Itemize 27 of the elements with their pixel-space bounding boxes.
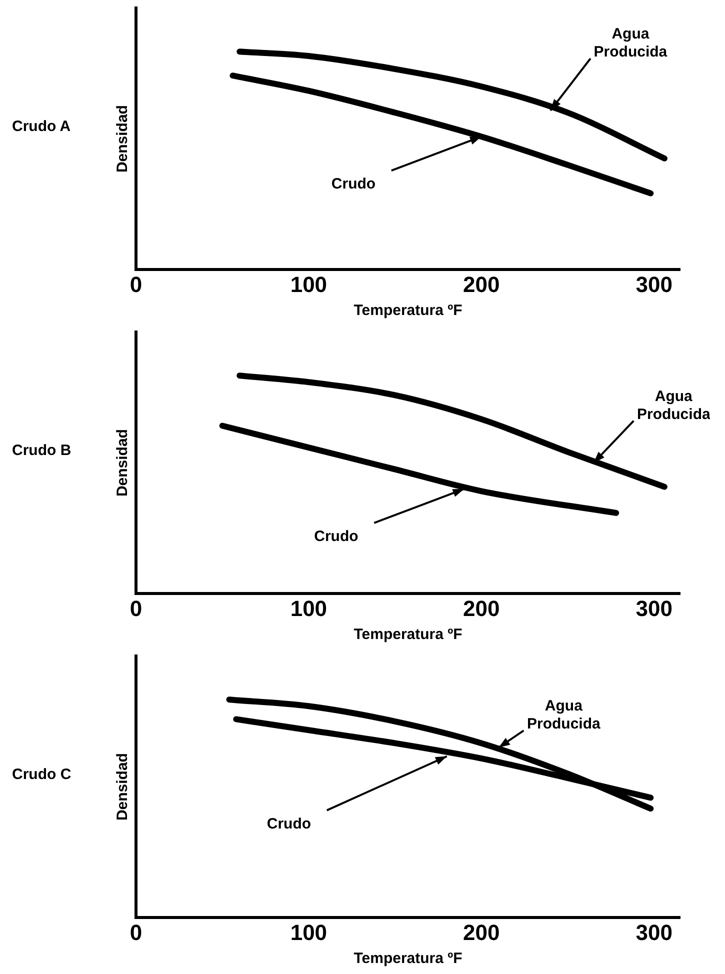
text: Crudo B <box>12 442 72 459</box>
x-tick-label: 200 <box>463 272 500 297</box>
text: Crudo C <box>12 766 72 783</box>
x-tick-label: 300 <box>636 596 672 621</box>
annotation: Crudo <box>314 528 358 545</box>
y-axis-title: Densidad <box>114 753 132 821</box>
x-axis-title: Temperatura ºF <box>354 626 462 644</box>
x-axis-title: Temperatura ºF <box>354 302 462 320</box>
annotation: Crudo <box>266 815 312 832</box>
text: Crudo A <box>12 118 71 135</box>
x-tick-label: 100 <box>290 596 328 621</box>
x-tick-label: 200 <box>463 920 500 945</box>
x-tick-label: 100 <box>290 920 328 945</box>
annotation: Agua Producida <box>594 25 668 60</box>
x-tick-label: 300 <box>636 272 672 297</box>
x-tick-label: 0 <box>130 272 142 297</box>
x-tick-label: 0 <box>130 596 142 621</box>
annotation: Agua Producida <box>526 698 601 733</box>
x-tick-label: 200 <box>463 596 500 621</box>
y-axis-title: Densidad <box>114 429 132 497</box>
annotation: Agua Producida <box>636 388 711 423</box>
x-axis-title: Temperatura ºF <box>354 950 462 968</box>
y-axis-title: Densidad <box>114 105 132 173</box>
x-tick-label: 0 <box>130 920 142 945</box>
x-tick-label: 300 <box>636 920 672 945</box>
x-tick-label: 100 <box>290 272 328 297</box>
annotation: Crudo <box>331 176 376 193</box>
